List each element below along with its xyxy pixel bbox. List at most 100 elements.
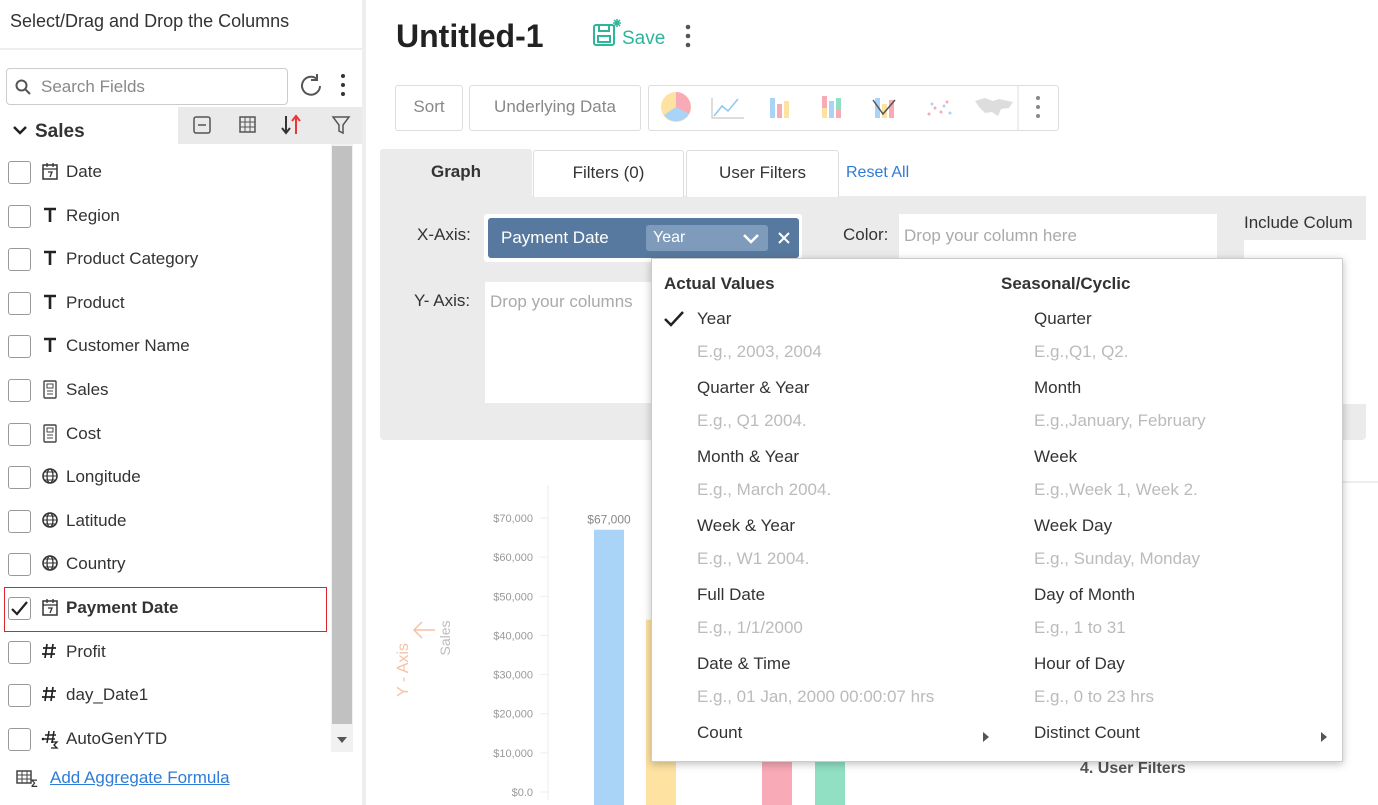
option-label[interactable]: Year bbox=[697, 309, 732, 328]
count-option[interactable]: Count bbox=[697, 723, 743, 742]
option-label[interactable]: Week Day bbox=[1034, 516, 1113, 535]
option-label[interactable]: Hour of Day bbox=[1034, 654, 1125, 673]
field-name: Longitude bbox=[66, 467, 141, 487]
field-name: Region bbox=[66, 205, 120, 225]
y-tick-label: $40,000 bbox=[493, 630, 533, 642]
checkbox[interactable] bbox=[8, 379, 31, 402]
bar bbox=[594, 529, 624, 805]
field-row[interactable]: Country bbox=[0, 553, 325, 577]
y-axis-label: Y- Axis: bbox=[414, 291, 471, 310]
field-row[interactable]: Product Category bbox=[0, 248, 325, 272]
field-row[interactable]: AutoGenYTD bbox=[0, 727, 325, 752]
pill-remove[interactable] bbox=[777, 231, 791, 245]
field-type-icon bbox=[44, 338, 56, 353]
divider bbox=[362, 0, 366, 805]
search-box[interactable]: Search Fields bbox=[6, 68, 288, 105]
option-label[interactable]: Month bbox=[1034, 378, 1082, 397]
tab[interactable]: Filters (0) bbox=[533, 150, 684, 197]
field-row[interactable]: Cost bbox=[0, 422, 325, 447]
folder-tools[interactable] bbox=[178, 107, 362, 144]
y-axis-title: Y - Axis bbox=[395, 643, 412, 697]
option-example: E.g., 2003, 2004 bbox=[697, 342, 822, 361]
checkbox[interactable] bbox=[8, 727, 31, 751]
submenu-arrow bbox=[983, 732, 989, 742]
field-name: Date bbox=[66, 162, 102, 181]
checkbox[interactable] bbox=[8, 248, 31, 272]
underlying-data-button[interactable]: Underlying Data bbox=[469, 85, 641, 131]
field-name: Product bbox=[66, 292, 125, 312]
checkbox[interactable] bbox=[8, 466, 31, 490]
scroll-arrow bbox=[337, 737, 347, 743]
reset-all[interactable]: Reset All bbox=[846, 164, 910, 181]
add-formula-link[interactable]: Add Aggregate Formula bbox=[50, 768, 230, 787]
option-label[interactable]: Date & Time bbox=[697, 654, 791, 673]
option-label[interactable]: Quarter & Year bbox=[697, 378, 810, 397]
option-label[interactable]: Quarter bbox=[1034, 309, 1092, 328]
selected-check bbox=[664, 311, 684, 327]
field-row[interactable]: Latitude bbox=[0, 509, 325, 534]
field-row[interactable]: Region bbox=[0, 204, 325, 229]
scroll-thumb[interactable] bbox=[332, 146, 352, 724]
field-name: Product Category bbox=[66, 249, 199, 269]
field-row[interactable]: Profit bbox=[0, 640, 325, 665]
option-example: E.g., 01 Jan, 2000 00:00:07 hrs bbox=[697, 687, 935, 706]
option-label[interactable]: Month & Year bbox=[697, 447, 800, 466]
refresh-menu[interactable] bbox=[298, 72, 352, 100]
pill-function-label: Year bbox=[653, 229, 686, 246]
field-row[interactable]: Customer Name bbox=[0, 335, 325, 359]
checkbox[interactable] bbox=[8, 509, 31, 533]
pill-function[interactable]: Year bbox=[646, 225, 768, 251]
option-label[interactable]: Week & Year bbox=[697, 516, 795, 535]
option-example: E.g., Q1 2004. bbox=[697, 411, 807, 430]
search-icon bbox=[15, 79, 31, 95]
y-tick-label: $50,000 bbox=[493, 591, 533, 603]
option-example: E.g., Sunday, Monday bbox=[1034, 549, 1201, 568]
help-heading: 4. User Filters bbox=[1080, 760, 1186, 777]
chart-type-bar[interactable] bbox=[648, 85, 1059, 131]
option-label[interactable]: Week bbox=[1034, 447, 1078, 466]
checkbox[interactable] bbox=[8, 597, 31, 620]
field-type-icon bbox=[44, 207, 56, 222]
checkbox[interactable] bbox=[8, 335, 31, 359]
folder-name: Sales bbox=[35, 121, 85, 142]
bar-label: $67,000 bbox=[587, 513, 631, 527]
tab[interactable]: User Filters bbox=[686, 150, 839, 197]
field-name: AutoGenYTD bbox=[66, 728, 168, 748]
sort-button[interactable]: Sort bbox=[395, 85, 463, 131]
include-label: Include Colum bbox=[1244, 213, 1353, 232]
x-axis-pill[interactable]: Payment Date Year bbox=[488, 218, 799, 258]
option-example: E.g.,Week 1, Week 2. bbox=[1034, 480, 1198, 499]
option-example: E.g., 0 to 23 hrs bbox=[1034, 687, 1155, 706]
chart-type-icons bbox=[661, 86, 1040, 130]
collapse-icon[interactable] bbox=[12, 124, 28, 138]
distinct-count-option[interactable]: Distinct Count bbox=[1034, 723, 1140, 742]
header-menu[interactable] bbox=[683, 24, 693, 50]
checkbox[interactable] bbox=[8, 161, 31, 184]
checkbox[interactable] bbox=[8, 553, 31, 577]
field-type-icon bbox=[42, 163, 58, 180]
checkbox[interactable] bbox=[8, 640, 31, 664]
option-example: E.g.,Q1, Q2. bbox=[1034, 342, 1129, 361]
field-row[interactable]: Longitude bbox=[0, 466, 325, 490]
color-well[interactable]: Drop your column here bbox=[899, 214, 1217, 258]
field-row[interactable]: Product bbox=[0, 291, 325, 316]
field-name: Profit bbox=[66, 641, 106, 661]
checkbox[interactable] bbox=[8, 291, 31, 315]
option-label[interactable]: Full Date bbox=[697, 585, 766, 604]
checkbox[interactable] bbox=[8, 422, 31, 446]
sidebar-title: Select/Drag and Drop the Columns bbox=[10, 11, 290, 31]
field-row[interactable]: Sales bbox=[0, 379, 325, 403]
field-row[interactable]: day_Date1 bbox=[0, 684, 325, 708]
y-placeholder: Drop your columns bbox=[490, 292, 633, 311]
field-name: Customer Name bbox=[66, 336, 190, 356]
selected-outline bbox=[4, 587, 327, 632]
option-label[interactable]: Day of Month bbox=[1034, 585, 1136, 604]
scrollbar[interactable] bbox=[331, 144, 353, 752]
pill-field: Payment Date bbox=[501, 228, 609, 247]
field-row[interactable]: Payment Date bbox=[0, 597, 325, 621]
save-button[interactable]: Save bbox=[622, 28, 666, 49]
checkbox[interactable] bbox=[8, 684, 31, 708]
tab[interactable]: Graph bbox=[380, 149, 532, 198]
checkbox[interactable] bbox=[8, 204, 31, 228]
field-row[interactable]: Date bbox=[0, 161, 325, 185]
